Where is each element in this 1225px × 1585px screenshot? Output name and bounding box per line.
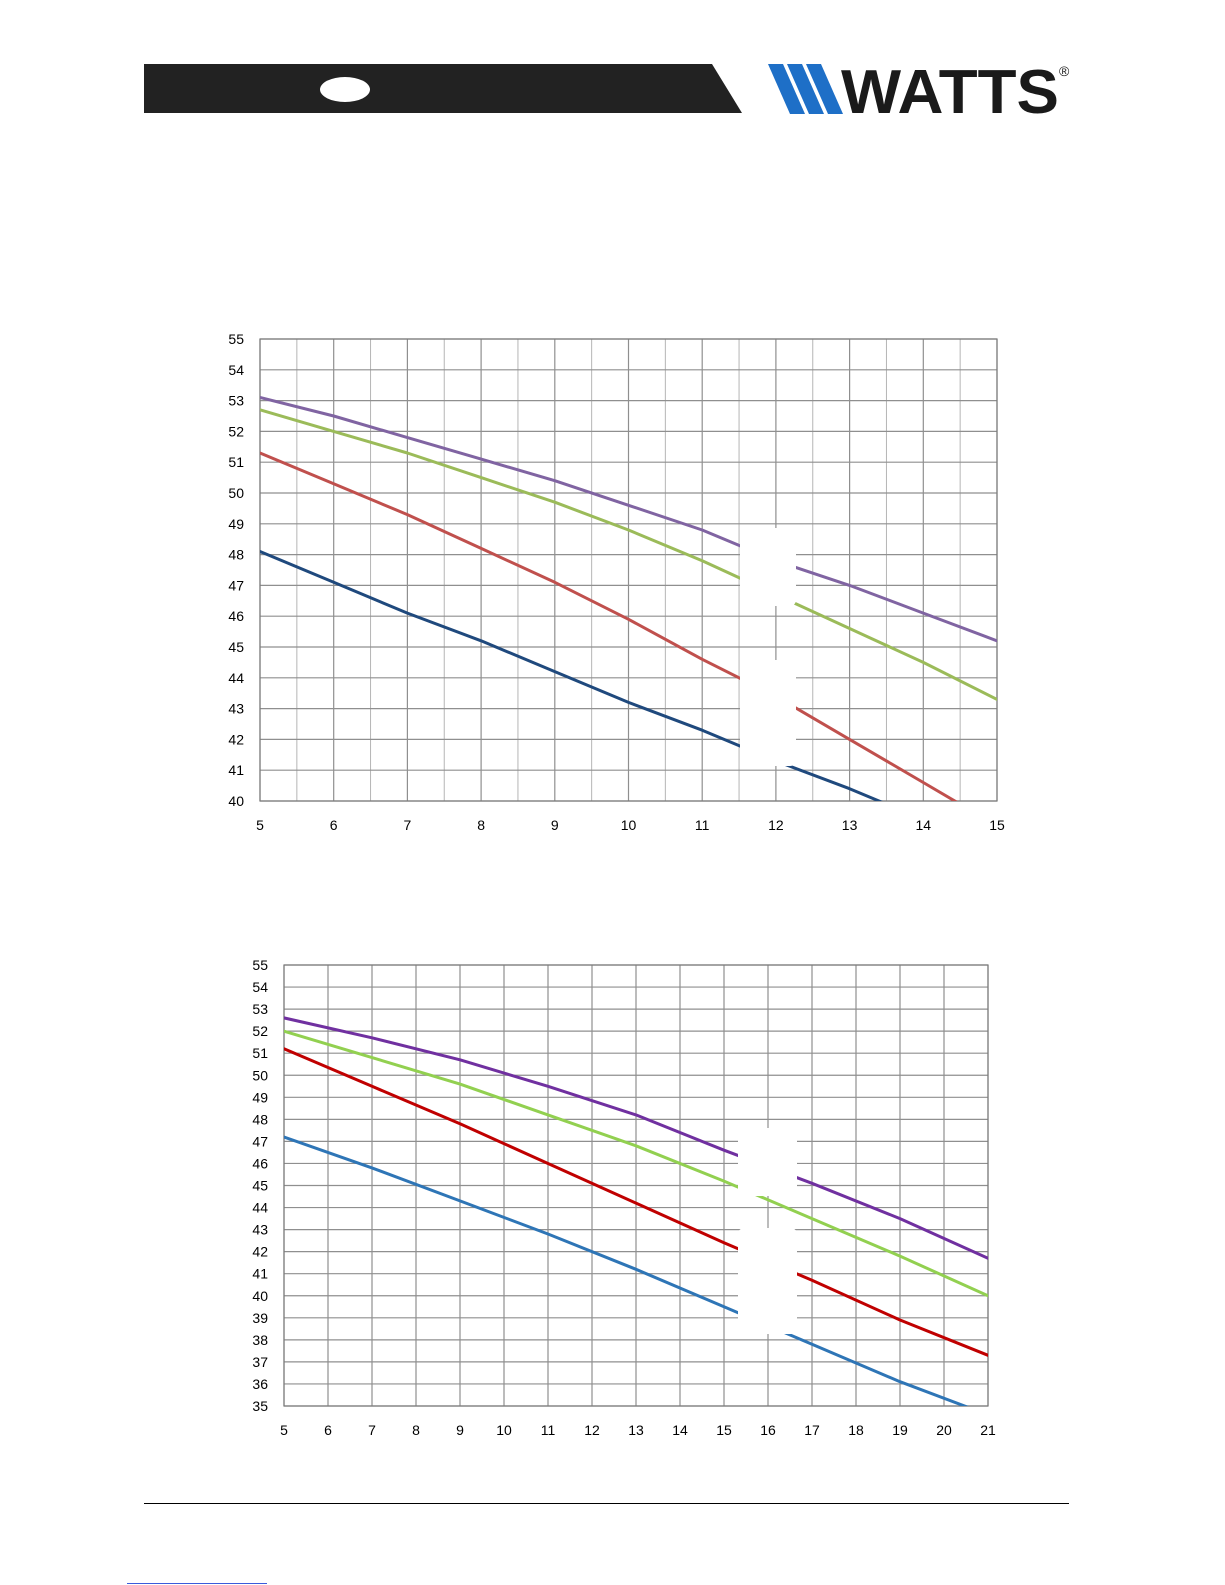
x-tick-label: 16 xyxy=(760,1422,776,1438)
y-tick-label: 35 xyxy=(252,1398,268,1414)
y-tick-label: 41 xyxy=(252,1266,268,1282)
x-tick-label: 20 xyxy=(936,1422,952,1438)
y-tick-label: 55 xyxy=(252,957,268,973)
y-tick-label: 38 xyxy=(252,1332,268,1348)
grid xyxy=(259,338,998,802)
series-lines xyxy=(284,1016,988,1406)
y-tick-label: 47 xyxy=(228,577,244,593)
x-tick-label: 11 xyxy=(541,1422,556,1438)
plot-frame xyxy=(259,338,998,802)
x-tick-label: 7 xyxy=(368,1422,376,1438)
y-tick-label: 44 xyxy=(228,670,244,686)
y-tick-label: 50 xyxy=(228,485,244,501)
series-line-2 xyxy=(260,408,997,701)
x-tick-label: 10 xyxy=(621,817,637,833)
grid xyxy=(283,964,989,1407)
y-tick-label: 55 xyxy=(228,331,244,347)
series-line-1 xyxy=(284,1016,988,1260)
x-tick-label: 7 xyxy=(404,817,412,833)
x-tick-label: 8 xyxy=(412,1422,420,1438)
x-tick-label: 14 xyxy=(672,1422,688,1438)
y-tick-label: 54 xyxy=(228,362,244,378)
y-tick-label: 47 xyxy=(252,1133,268,1149)
x-tick-label: 9 xyxy=(456,1422,464,1438)
x-tick-label: 21 xyxy=(980,1422,996,1438)
header-pill-shape xyxy=(320,77,370,102)
label-gap xyxy=(740,528,796,606)
x-tick-label: 6 xyxy=(330,817,338,833)
y-tick-label: 46 xyxy=(252,1155,268,1171)
watts-logo: WATTS ® xyxy=(768,62,1070,116)
y-tick-label: 43 xyxy=(252,1222,268,1238)
x-tick-label: 8 xyxy=(477,817,485,833)
label-gap xyxy=(738,1128,797,1196)
x-tick-label: 13 xyxy=(842,817,858,833)
header-band xyxy=(144,64,742,113)
y-tick-label: 52 xyxy=(252,1023,268,1039)
x-tick-label: 9 xyxy=(551,817,559,833)
series-line-1 xyxy=(260,396,997,643)
series-lines xyxy=(260,396,997,801)
y-tick-label: 43 xyxy=(228,701,244,717)
series-line-2 xyxy=(284,1029,988,1298)
y-tick-label: 44 xyxy=(252,1200,268,1216)
y-tick-label: 52 xyxy=(228,423,244,439)
trademark-symbol: ® xyxy=(1059,63,1070,79)
y-tick-label: 41 xyxy=(228,762,244,778)
y-tick-label: 51 xyxy=(228,454,244,470)
y-tick-label: 46 xyxy=(228,608,244,624)
y-tick-label: 40 xyxy=(252,1288,268,1304)
y-tick-label: 53 xyxy=(252,1001,268,1017)
footer-link-underline xyxy=(127,1583,267,1584)
y-tick-label: 50 xyxy=(252,1067,268,1083)
y-tick-label: 48 xyxy=(252,1111,268,1127)
x-tick-label: 15 xyxy=(716,1422,732,1438)
x-tick-label: 18 xyxy=(848,1422,864,1438)
series-line-4 xyxy=(260,550,883,801)
y-tick-label: 51 xyxy=(252,1045,268,1061)
x-tick-label: 12 xyxy=(584,1422,600,1438)
x-tick-label: 10 xyxy=(496,1422,512,1438)
footer-divider xyxy=(144,1503,1069,1504)
brand-wordmark: WATTS xyxy=(841,62,1059,116)
x-tick-label: 17 xyxy=(804,1422,820,1438)
x-tick-label: 5 xyxy=(280,1422,288,1438)
label-gap xyxy=(738,1228,797,1334)
label-gap xyxy=(740,660,796,766)
y-tick-label: 36 xyxy=(252,1376,268,1392)
y-tick-label: 49 xyxy=(228,516,244,532)
y-tick-label: 37 xyxy=(252,1354,268,1370)
x-tick-label: 14 xyxy=(916,817,932,833)
y-tick-label: 39 xyxy=(252,1310,268,1326)
y-tick-label: 48 xyxy=(228,547,244,563)
y-tick-label: 45 xyxy=(228,639,244,655)
series-line-3 xyxy=(284,1047,988,1357)
x-tick-label: 5 xyxy=(256,817,264,833)
y-tick-label: 53 xyxy=(228,393,244,409)
x-tick-label: 15 xyxy=(989,817,1005,833)
series-line-3 xyxy=(260,451,958,801)
y-tick-label: 45 xyxy=(252,1178,268,1194)
x-tick-label: 12 xyxy=(768,817,784,833)
x-tick-label: 6 xyxy=(324,1422,332,1438)
series-line-4 xyxy=(284,1135,969,1406)
y-tick-label: 42 xyxy=(228,731,244,747)
y-tick-label: 42 xyxy=(252,1244,268,1260)
y-tick-label: 54 xyxy=(252,979,268,995)
x-tick-label: 13 xyxy=(628,1422,644,1438)
plot-frame xyxy=(283,964,989,1407)
y-tick-label: 49 xyxy=(252,1089,268,1105)
y-tick-label: 40 xyxy=(228,793,244,809)
x-tick-label: 11 xyxy=(695,817,710,833)
x-tick-label: 19 xyxy=(892,1422,908,1438)
